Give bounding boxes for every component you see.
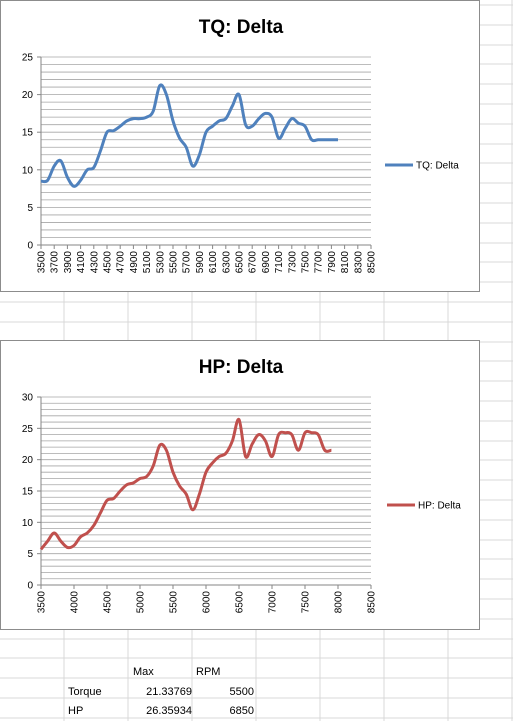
x-tick-label: 7900 xyxy=(327,251,338,274)
y-tick-label: 25 xyxy=(22,424,34,435)
x-tick-label: 3900 xyxy=(63,251,74,274)
y-tick-label: 20 xyxy=(22,90,34,101)
y-tick-label: 5 xyxy=(27,549,33,560)
x-tick-label: 7000 xyxy=(268,591,279,614)
x-tick-label: 6700 xyxy=(248,251,259,274)
x-tick-label: 5900 xyxy=(195,251,206,274)
x-tick-label: 4100 xyxy=(76,251,87,274)
y-tick-label: 10 xyxy=(22,165,34,176)
x-tick-label: 6500 xyxy=(235,591,246,614)
hp-max-value[interactable]: 26.35934 xyxy=(146,705,192,717)
x-tick-label: 5700 xyxy=(182,251,193,274)
x-tick-label: 7500 xyxy=(301,251,312,274)
row-label-hp[interactable]: HP xyxy=(68,705,84,717)
y-tick-label: 15 xyxy=(22,487,34,498)
x-tick-label: 5000 xyxy=(136,591,147,614)
hp-chart[interactable]: HP: Delta 0 5 10 15 20 25 30 3500 4000 4500 5000 550… xyxy=(0,340,480,630)
x-tick-label: 6300 xyxy=(221,251,232,274)
series-line xyxy=(39,417,332,551)
header-rpm[interactable]: RPM xyxy=(196,666,221,678)
hp-rpm-value[interactable]: 6850 xyxy=(229,705,254,717)
legend-label: TQ: Delta xyxy=(416,161,459,172)
x-tick-label: 8500 xyxy=(367,251,378,274)
chart-title: HP: Delta xyxy=(199,357,284,378)
series-line xyxy=(40,83,338,188)
x-tick-label: 8100 xyxy=(340,251,351,274)
y-tick-label: 10 xyxy=(22,518,34,529)
y-tick-label: 20 xyxy=(22,455,34,466)
x-tick-label: 5500 xyxy=(169,591,180,614)
header-max[interactable]: Max xyxy=(133,666,154,678)
x-tick-label: 3500 xyxy=(37,251,48,274)
x-tick-label: 4500 xyxy=(103,251,114,274)
x-tick-label: 7100 xyxy=(274,251,285,274)
x-tick-label: 3700 xyxy=(50,251,61,274)
hp-chart-svg: HP: Delta 0 5 10 15 20 25 30 3500 4000 4500 5000 550… xyxy=(22,357,461,614)
x-tick-label: 6100 xyxy=(208,251,219,274)
y-tick-label: 0 xyxy=(27,581,33,592)
chart-title: TQ: Delta xyxy=(199,17,284,38)
x-tick-label: 4300 xyxy=(89,251,100,274)
y-tick-label: 25 xyxy=(22,53,34,64)
x-tick-label: 7300 xyxy=(287,251,298,274)
x-tick-label: 4900 xyxy=(129,251,140,274)
x-tick-label: 6500 xyxy=(235,251,246,274)
y-tick-label: 5 xyxy=(27,203,33,214)
y-tick-label: 15 xyxy=(22,128,34,139)
x-tick-label: 7700 xyxy=(314,251,325,274)
x-tick-label: 5500 xyxy=(169,251,180,274)
legend-label: HP: Delta xyxy=(418,501,461,512)
x-tick-label: 8500 xyxy=(367,591,378,614)
x-tick-label: 8000 xyxy=(334,591,345,614)
y-tick-label: 0 xyxy=(27,241,33,252)
x-tick-label: 5300 xyxy=(155,251,166,274)
x-tick-label: 7500 xyxy=(301,591,312,614)
y-tick-label: 30 xyxy=(22,393,34,404)
tq-chart[interactable]: TQ: Delta 0 5 10 15 20 25 3500 3700 3900 4100 4300 4… xyxy=(0,0,480,292)
torque-rpm-value[interactable]: 5500 xyxy=(229,686,254,698)
x-tick-label: 4500 xyxy=(103,591,114,614)
x-tick-label: 4000 xyxy=(70,591,81,614)
row-label-torque[interactable]: Torque xyxy=(68,686,102,698)
torque-max-value[interactable]: 21.33769 xyxy=(146,686,192,698)
x-tick-label: 6900 xyxy=(261,251,272,274)
x-tick-label: 3500 xyxy=(37,591,48,614)
x-tick-label: 6000 xyxy=(202,591,213,614)
x-tick-label: 8300 xyxy=(353,251,364,274)
x-tick-label: 5100 xyxy=(142,251,153,274)
x-tick-label: 4700 xyxy=(116,251,127,274)
